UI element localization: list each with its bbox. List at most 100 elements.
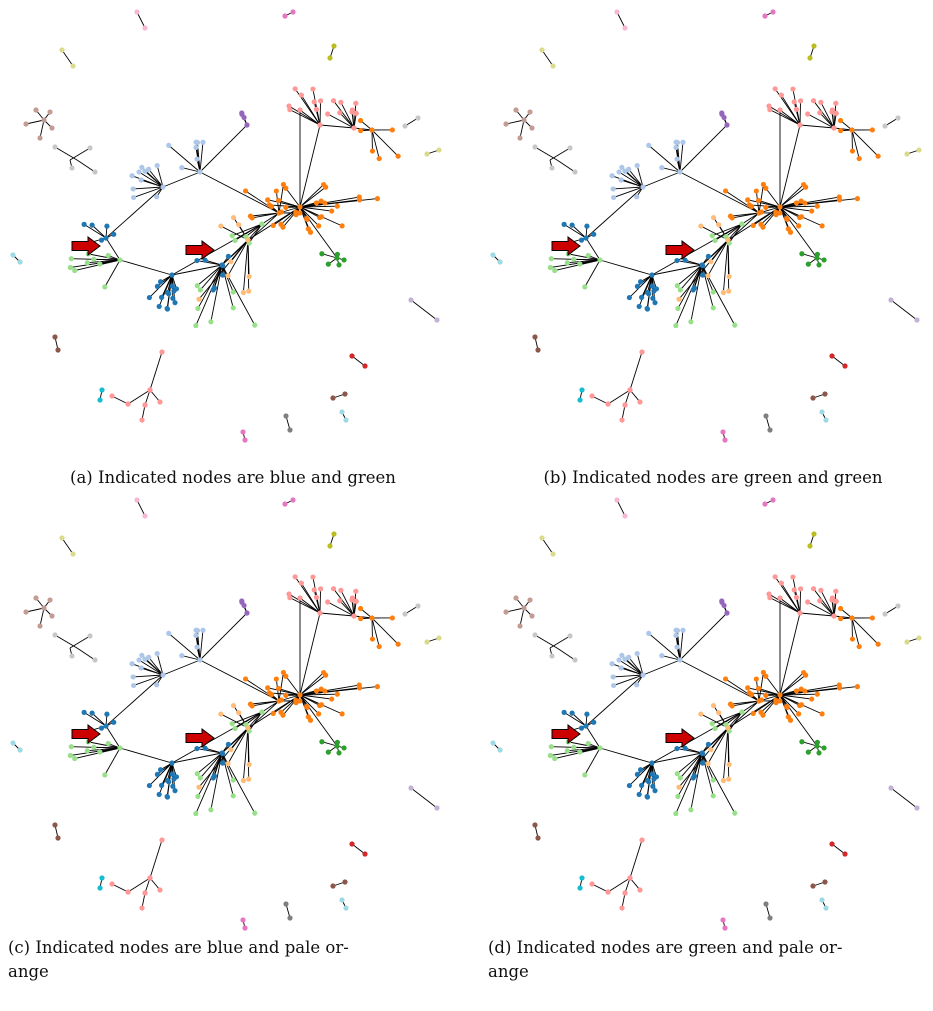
graph-node [497, 747, 503, 753]
graph-node [230, 214, 237, 221]
graph-node [649, 272, 655, 278]
graph-node [677, 775, 683, 781]
graph-edge [831, 355, 846, 367]
graph-node [677, 657, 683, 663]
graph-node [756, 698, 762, 704]
graph-edge [651, 223, 743, 276]
graph-node [169, 771, 175, 777]
graph-edge [371, 617, 380, 647]
graph-node [784, 216, 790, 223]
graph-node [888, 785, 894, 791]
graph-node [549, 165, 555, 171]
graph-edge [728, 711, 743, 732]
graph-node [585, 252, 591, 259]
graph-node [817, 598, 823, 604]
graph-edge [171, 752, 223, 764]
graph-node [193, 632, 199, 639]
graph-node [195, 793, 201, 800]
indicator-arrow-right [665, 728, 695, 748]
graph-edge [679, 171, 760, 214]
indicator-arrow-right [665, 240, 695, 260]
graph-node [698, 711, 704, 717]
graph-node [317, 610, 323, 616]
graph-node [811, 43, 817, 49]
graph-node [117, 745, 123, 751]
graph-node [582, 284, 588, 290]
graph-node [611, 194, 617, 201]
graph-edge [684, 259, 703, 266]
graph-node [762, 501, 768, 507]
graph-node [646, 291, 652, 297]
graph-node [41, 605, 47, 611]
graph-node [652, 788, 658, 794]
graph-node [682, 745, 688, 751]
graph-node [208, 319, 214, 325]
graph-edge [779, 694, 799, 715]
graph-node [837, 117, 844, 124]
graph-node [131, 682, 137, 689]
graph-edge [638, 274, 653, 307]
graph-node [109, 881, 115, 887]
graph-node [849, 636, 856, 642]
indicator-arrow-left [71, 236, 101, 256]
graph-node [577, 261, 583, 267]
graph-node [311, 99, 317, 105]
graph-node [239, 110, 245, 116]
graph-node [105, 740, 111, 747]
graph-node [230, 793, 236, 799]
graph-node [210, 775, 216, 781]
graph-edge [779, 684, 840, 696]
graph-node [290, 9, 296, 15]
graph-node [614, 497, 620, 503]
graph-edge [519, 607, 525, 627]
graph-edge [728, 223, 743, 244]
graph-node [777, 210, 783, 216]
graph-edge [807, 113, 835, 129]
graph-node [577, 397, 583, 403]
graph-node [793, 200, 800, 206]
graph-node [726, 761, 732, 768]
graph-edge [321, 741, 338, 747]
graph-node [777, 595, 783, 601]
graph-node [49, 125, 55, 131]
graph-edge [195, 264, 223, 326]
graph-node [164, 306, 171, 312]
graph-node [179, 653, 185, 659]
graph-edge [340, 102, 355, 129]
graph-edge [700, 225, 729, 241]
graph-node [567, 145, 573, 151]
graph-edge [779, 206, 818, 259]
graph-node [716, 710, 722, 716]
graph-node [313, 200, 320, 206]
graph-node [68, 256, 74, 262]
graph-edge [571, 712, 587, 727]
graph-node [710, 793, 716, 799]
graph-node [589, 881, 595, 887]
graph-edge [76, 647, 96, 661]
graph-node [104, 711, 110, 717]
graph-node [265, 197, 271, 203]
graph-edge [87, 747, 121, 752]
graph-node [84, 748, 90, 754]
graph-node [810, 883, 816, 889]
graph-node [756, 210, 762, 216]
graph-node [353, 588, 359, 594]
graph-node [705, 272, 711, 279]
graph-edge [299, 205, 338, 208]
graph-node [322, 688, 328, 694]
graph-node [822, 391, 828, 397]
graph-node [763, 204, 769, 211]
graph-node [674, 745, 680, 752]
graph-edge [119, 747, 173, 764]
graph-edge [204, 259, 223, 266]
graph-edge [204, 747, 223, 754]
graph-edge [299, 674, 326, 696]
graph-node [283, 673, 289, 679]
graph-node [356, 194, 362, 200]
graph-edge [105, 674, 164, 727]
graph-node [329, 696, 335, 702]
graph-edge [813, 588, 835, 617]
graph-node [622, 656, 628, 662]
graph-node [778, 92, 784, 98]
graph-edge [230, 239, 249, 262]
